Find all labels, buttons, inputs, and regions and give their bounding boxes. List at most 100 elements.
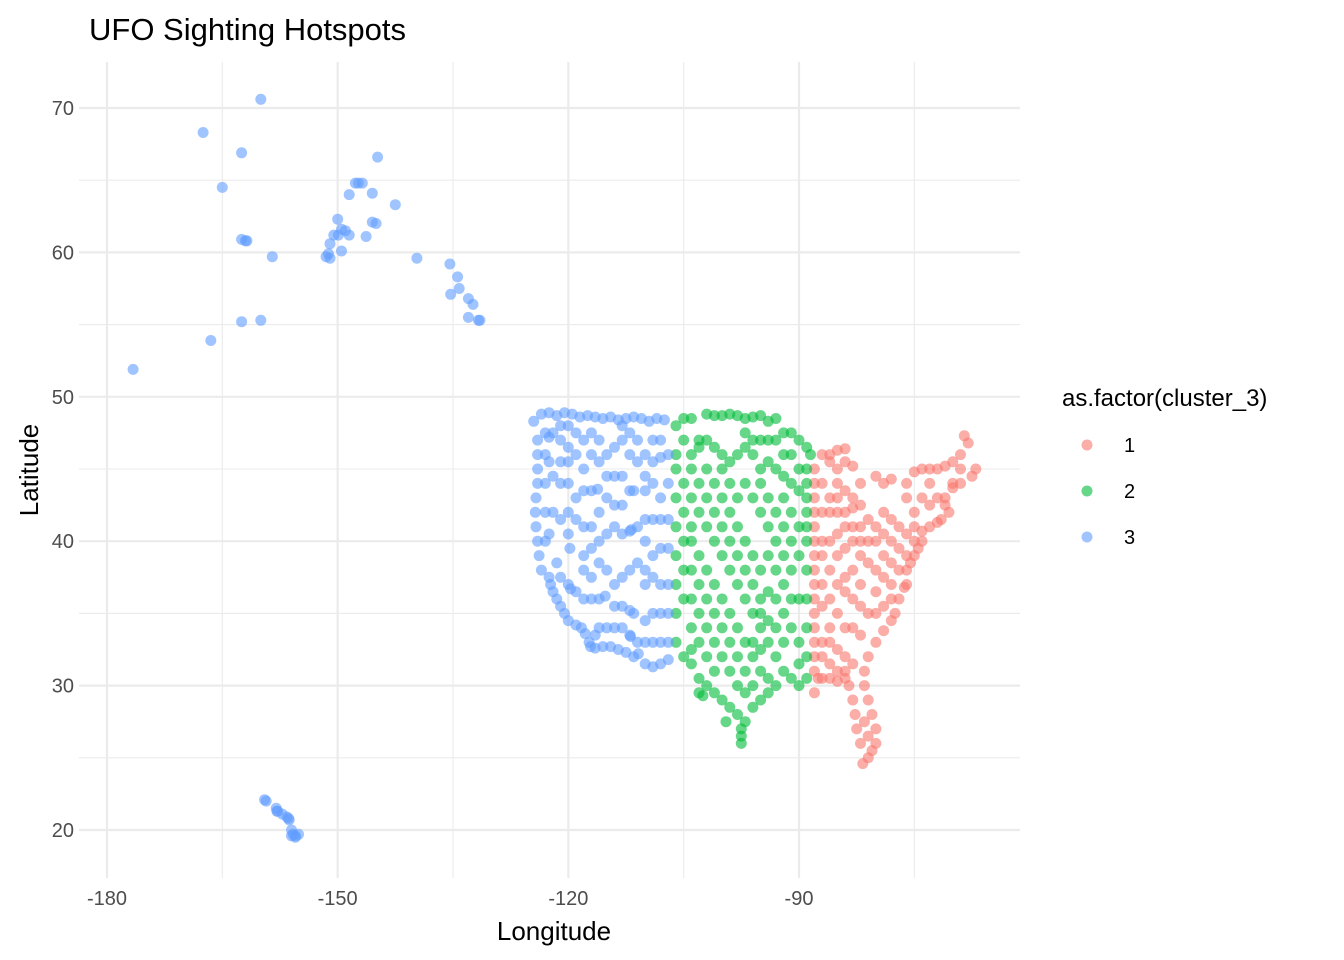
data-point <box>778 492 790 504</box>
data-point <box>947 456 959 468</box>
data-point <box>901 492 913 504</box>
data-point <box>908 506 920 518</box>
data-point <box>862 651 874 663</box>
data-point <box>670 521 682 533</box>
data-point <box>716 694 728 706</box>
data-point <box>530 492 542 504</box>
data-point <box>609 600 620 612</box>
data-point <box>532 449 544 461</box>
data-point <box>893 564 905 576</box>
data-point <box>570 586 582 598</box>
data-point <box>755 463 767 475</box>
data-point <box>808 636 820 648</box>
data-point <box>578 593 590 605</box>
data-point <box>555 456 567 468</box>
data-point <box>639 579 651 590</box>
data-point <box>592 483 604 495</box>
data-point <box>762 550 774 562</box>
data-point <box>747 550 759 562</box>
data-point <box>562 441 574 453</box>
data-point <box>855 499 866 511</box>
data-point <box>205 335 217 346</box>
data-point <box>885 514 897 525</box>
data-point <box>601 528 613 540</box>
data-point <box>808 593 820 605</box>
data-point <box>670 579 682 590</box>
y-tick-label: 60 <box>52 242 74 264</box>
data-point <box>662 514 674 525</box>
data-point <box>601 470 613 482</box>
data-point <box>685 593 697 605</box>
data-point <box>893 521 905 533</box>
data-point <box>655 579 667 590</box>
data-point <box>839 586 851 598</box>
x-tick-label: -150 <box>318 888 358 910</box>
data-point <box>831 665 843 677</box>
data-point <box>647 514 659 525</box>
data-point <box>901 477 913 489</box>
data-point <box>255 93 267 105</box>
data-point <box>236 147 248 159</box>
data-point <box>931 492 943 504</box>
data-point <box>708 579 720 590</box>
data-point <box>343 229 355 241</box>
data-point <box>670 420 682 432</box>
data-point <box>532 535 544 547</box>
data-point <box>601 622 613 634</box>
data-point <box>955 449 966 461</box>
data-point <box>778 665 790 677</box>
x-tick-label: -180 <box>87 888 127 910</box>
data-point <box>943 506 955 518</box>
data-point <box>778 449 790 461</box>
data-point <box>739 427 751 439</box>
data-point <box>785 672 797 684</box>
data-point <box>824 535 836 547</box>
data-point <box>816 600 828 612</box>
data-point <box>593 456 605 468</box>
data-point <box>747 492 759 504</box>
legend-label: 2 <box>1124 481 1135 503</box>
data-point <box>778 636 790 648</box>
data-point <box>762 521 774 533</box>
data-point <box>885 579 897 590</box>
data-point <box>685 521 697 533</box>
data-point <box>801 477 813 489</box>
data-point <box>801 622 813 634</box>
data-point <box>908 521 920 533</box>
legend-swatch <box>1081 439 1093 451</box>
data-point <box>770 680 782 692</box>
data-point <box>452 271 464 283</box>
data-point <box>801 492 813 504</box>
data-points <box>127 93 982 843</box>
data-point <box>724 506 736 518</box>
data-point <box>609 499 620 511</box>
data-point <box>670 550 682 562</box>
data-point <box>839 542 851 554</box>
data-point <box>555 434 567 446</box>
data-point <box>628 607 640 619</box>
data-point <box>885 615 897 627</box>
data-point <box>739 716 751 728</box>
data-point <box>847 521 859 533</box>
data-point <box>785 506 797 518</box>
data-point <box>801 506 813 518</box>
legend-label: 1 <box>1124 435 1135 457</box>
data-point <box>793 550 805 562</box>
data-point <box>831 607 843 619</box>
data-point <box>870 470 882 482</box>
series-1-points <box>808 430 982 770</box>
data-point <box>724 564 736 576</box>
data-point <box>870 636 882 648</box>
data-point <box>870 723 882 735</box>
data-point <box>670 463 682 475</box>
data-point <box>530 521 542 533</box>
data-point <box>324 238 336 250</box>
data-point <box>855 477 866 489</box>
data-point <box>870 586 882 598</box>
data-point <box>824 658 836 670</box>
data-point <box>839 571 851 583</box>
data-point <box>739 477 751 489</box>
data-point <box>831 506 843 518</box>
data-point <box>324 252 336 264</box>
data-point <box>332 213 344 225</box>
